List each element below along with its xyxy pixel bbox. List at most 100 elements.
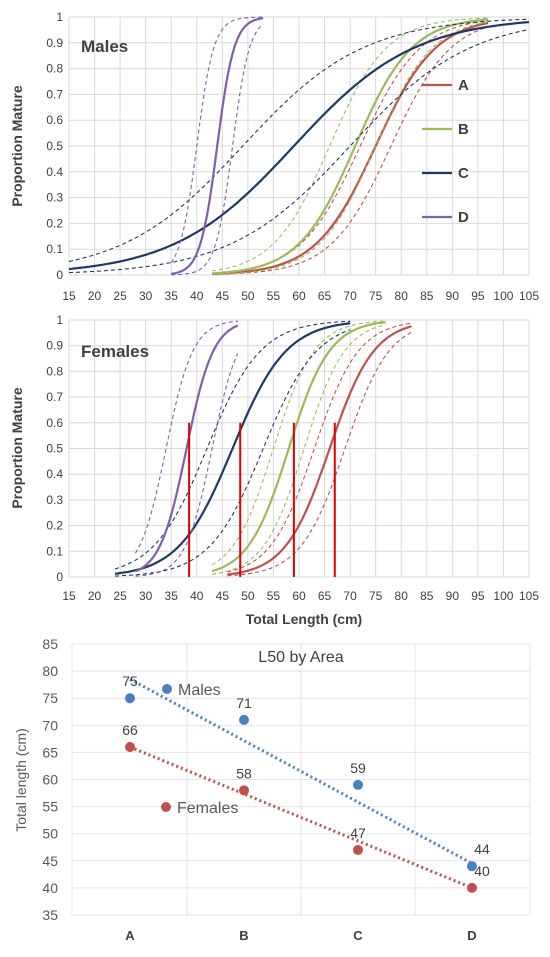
data-point-males bbox=[239, 714, 249, 725]
x-tick-label: 15 bbox=[62, 589, 76, 603]
y-tick-label: 65 bbox=[42, 744, 58, 760]
ogive-line-C bbox=[114, 322, 351, 575]
data-point-males bbox=[125, 693, 135, 704]
x-tick-label: 55 bbox=[267, 289, 281, 303]
ci-upper-D bbox=[171, 23, 264, 276]
legend-label-C: C bbox=[458, 165, 469, 182]
marks-layer bbox=[68, 16, 530, 893]
series-marker-males bbox=[162, 684, 172, 694]
x-tick-label: 95 bbox=[471, 589, 485, 603]
series-marker-females bbox=[161, 802, 171, 812]
category-label: B bbox=[239, 928, 248, 943]
y-tick-label: 0.1 bbox=[46, 242, 63, 256]
data-label-females: 58 bbox=[236, 765, 252, 781]
x-tick-label: 100 bbox=[493, 589, 513, 603]
ci-lower-B bbox=[212, 17, 489, 272]
ogive-line-C bbox=[68, 21, 530, 271]
x-axis-label: Total Length (cm) bbox=[246, 611, 362, 627]
data-point-females bbox=[125, 741, 135, 752]
chart-title: L50 by Area bbox=[258, 649, 344, 666]
y-tick-label: 0.6 bbox=[46, 416, 63, 430]
y-tick-label: 1 bbox=[56, 313, 63, 327]
data-label-males: 75 bbox=[122, 673, 138, 689]
x-tick-label: 95 bbox=[471, 289, 485, 303]
ci-lower-D bbox=[170, 16, 264, 264]
x-tick-label: 105 bbox=[519, 589, 539, 603]
x-tick-label: 20 bbox=[88, 289, 102, 303]
x-tick-label: 90 bbox=[446, 589, 460, 603]
data-label-males: 71 bbox=[236, 695, 252, 711]
x-tick-label: 70 bbox=[343, 289, 357, 303]
data-point-males bbox=[353, 779, 363, 790]
ci-upper-A bbox=[227, 331, 412, 577]
text-layer: 0 0.1 0.2 0.3 0.4 0.5 0.6 0.7 0.8 0.9 1 15 20 25 30 35 4… bbox=[9, 10, 539, 943]
x-tick-label: 60 bbox=[292, 289, 306, 303]
x-tick-label: 105 bbox=[519, 289, 539, 303]
x-tick-label: 35 bbox=[165, 289, 179, 303]
legend-label-B: B bbox=[458, 121, 469, 138]
x-tick-label: 40 bbox=[190, 289, 204, 303]
ci-lower-A bbox=[212, 20, 489, 274]
y-tick-label: 0.1 bbox=[46, 544, 63, 558]
x-tick-label: 85 bbox=[420, 289, 434, 303]
category-label: C bbox=[353, 928, 363, 943]
y-tick-label: 0.3 bbox=[46, 493, 63, 507]
y-tick-label: 0.5 bbox=[46, 139, 63, 153]
x-tick-label: 55 bbox=[267, 589, 281, 603]
x-tick-label: 30 bbox=[139, 589, 153, 603]
data-label-females: 40 bbox=[474, 863, 490, 879]
y-tick-label: 0.4 bbox=[46, 165, 63, 179]
y-tick-label: 0 bbox=[56, 268, 63, 282]
y-tick-label: 50 bbox=[42, 826, 58, 842]
x-tick-label: 30 bbox=[139, 289, 153, 303]
y-tick-label: 70 bbox=[42, 717, 58, 733]
x-tick-label: 15 bbox=[62, 289, 76, 303]
category-label: D bbox=[467, 928, 476, 943]
x-tick-label: 60 bbox=[292, 589, 306, 603]
x-tick-label: 85 bbox=[420, 589, 434, 603]
x-tick-label: 25 bbox=[113, 589, 127, 603]
x-tick-label: 90 bbox=[446, 289, 460, 303]
y-tick-label: 60 bbox=[42, 772, 58, 788]
data-label-males: 59 bbox=[350, 760, 366, 776]
data-point-females bbox=[353, 844, 363, 855]
ci-upper-C bbox=[68, 28, 530, 274]
data-point-females bbox=[239, 785, 249, 796]
category-label: A bbox=[125, 928, 135, 943]
y-tick-label: 0.9 bbox=[46, 339, 63, 353]
ogive-line-D bbox=[171, 17, 264, 275]
legend-label-A: A bbox=[458, 77, 469, 94]
ci-upper-D bbox=[135, 353, 239, 577]
y-tick-label: 0.4 bbox=[46, 467, 63, 481]
data-point-males bbox=[467, 861, 477, 872]
y-tick-label: 0.5 bbox=[46, 442, 63, 456]
trendline-females bbox=[129, 745, 473, 890]
y-tick-label: 85 bbox=[42, 636, 58, 652]
x-tick-label: 70 bbox=[343, 589, 357, 603]
ogive-line-B bbox=[212, 18, 489, 275]
ogive-line-D bbox=[134, 324, 239, 573]
y-tick-label: 0.7 bbox=[46, 87, 63, 101]
x-tick-label: 75 bbox=[369, 589, 383, 603]
data-label-females: 66 bbox=[122, 722, 138, 738]
x-tick-label: 25 bbox=[113, 289, 127, 303]
y-tick-label: 35 bbox=[42, 907, 58, 923]
ogive-line-A bbox=[212, 21, 489, 275]
data-label-females: 47 bbox=[350, 825, 366, 841]
series-label-males: Males bbox=[178, 682, 221, 699]
ci-lower-C bbox=[114, 320, 351, 570]
y-tick-label: 80 bbox=[42, 663, 58, 679]
legend-label-D: D bbox=[458, 209, 469, 226]
x-tick-label: 20 bbox=[88, 589, 102, 603]
grid-layer bbox=[68, 16, 531, 916]
x-tick-label: 65 bbox=[318, 289, 332, 303]
y-tick-label: 0 bbox=[56, 570, 63, 584]
data-label-males: 44 bbox=[474, 841, 490, 857]
y-tick-label: 75 bbox=[42, 690, 58, 706]
y-axis-label: Total length (cm) bbox=[13, 728, 29, 831]
y-tick-label: 0.9 bbox=[46, 36, 63, 50]
x-tick-label: 50 bbox=[241, 289, 255, 303]
y-tick-label: 0.8 bbox=[46, 62, 63, 76]
